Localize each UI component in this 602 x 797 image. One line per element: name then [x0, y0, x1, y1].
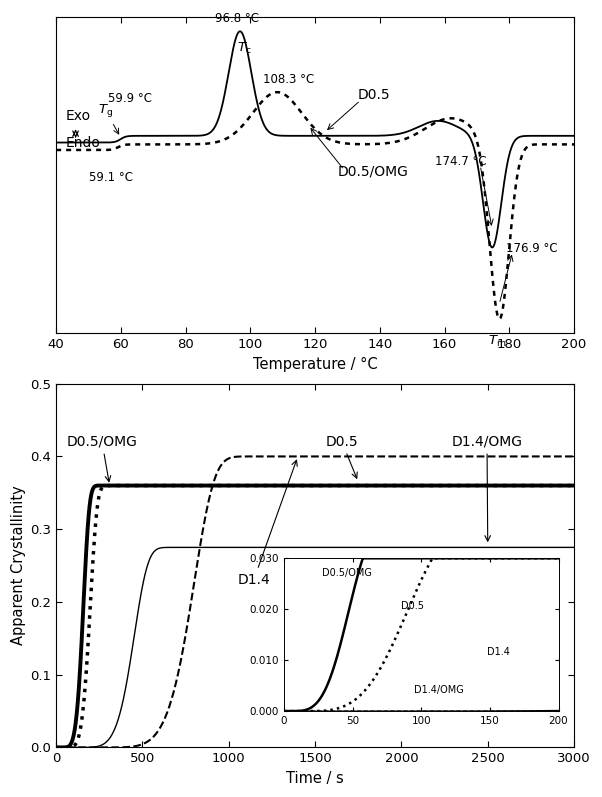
Text: D0.5: D0.5 — [357, 88, 390, 101]
Y-axis label: Apparent Crystallinity: Apparent Crystallinity — [11, 485, 26, 646]
Text: 59.9 °C: 59.9 °C — [108, 92, 152, 105]
Text: Endo: Endo — [66, 135, 101, 150]
Text: D0.5/OMG: D0.5/OMG — [66, 434, 137, 481]
Text: 176.9 °C: 176.9 °C — [506, 241, 557, 255]
X-axis label: Time / s: Time / s — [286, 771, 344, 786]
X-axis label: Temperature / °C: Temperature / °C — [253, 357, 377, 371]
Text: 108.3 °C: 108.3 °C — [263, 73, 315, 86]
Text: D0.5: D0.5 — [326, 434, 358, 478]
Text: D1.4: D1.4 — [237, 460, 297, 587]
Text: $T_\mathrm{g}$: $T_\mathrm{g}$ — [98, 102, 119, 134]
Text: Exo: Exo — [66, 109, 91, 124]
Text: D0.5/OMG: D0.5/OMG — [338, 165, 409, 179]
Text: 59.1 °C: 59.1 °C — [88, 171, 132, 184]
Text: $T_\mathrm{c}$: $T_\mathrm{c}$ — [237, 41, 252, 56]
Text: 96.8 °C: 96.8 °C — [215, 12, 259, 25]
Text: D1.4/OMG: D1.4/OMG — [452, 434, 523, 541]
Text: 174.7 °C: 174.7 °C — [435, 155, 486, 168]
Text: $T_\mathrm{m}$: $T_\mathrm{m}$ — [488, 334, 507, 349]
